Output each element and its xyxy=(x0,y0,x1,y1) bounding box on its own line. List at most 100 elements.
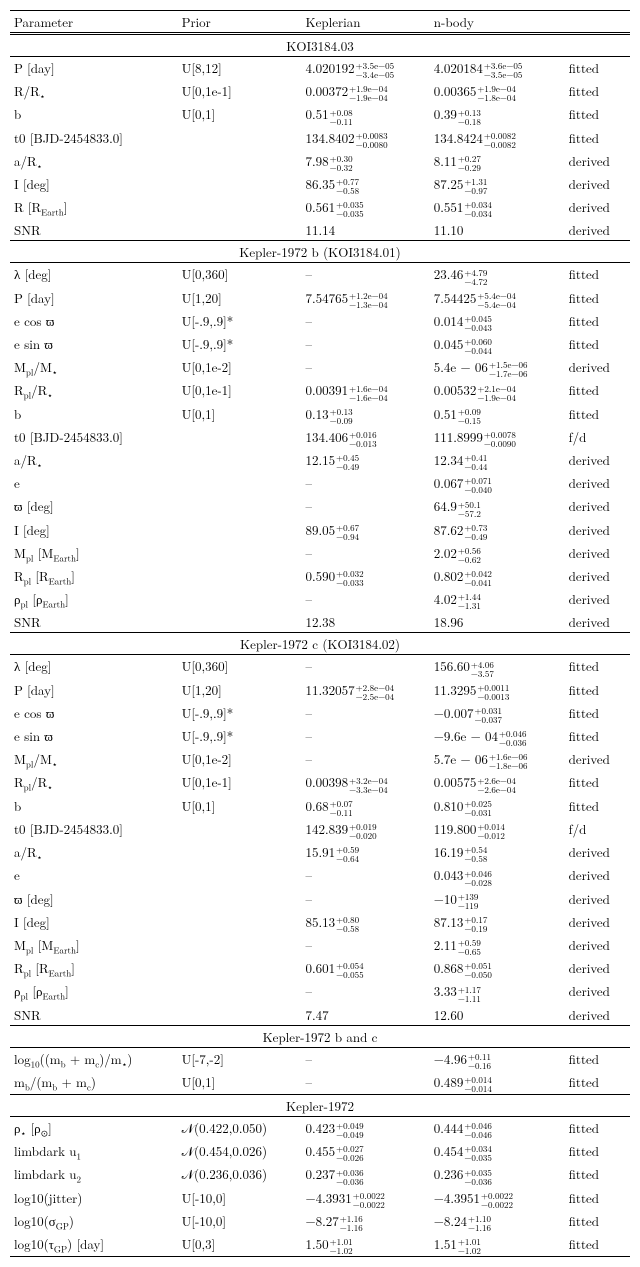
prior: U[-7,-2] xyxy=(178,1047,302,1071)
keplerian-value: 0.601+0.054−0.055 xyxy=(302,957,430,980)
prior xyxy=(178,519,302,542)
param-name: log10(τGP) [day] xyxy=(10,1233,178,1257)
fit-type: fitted xyxy=(565,333,630,356)
prior: U[-10,0] xyxy=(178,1187,302,1210)
keplerian-value: – xyxy=(302,472,430,495)
param-name: mb/(mb + mc) xyxy=(10,1071,178,1095)
fit-type: f/d xyxy=(565,426,630,449)
nbody-value: 5.7e − 06+1.6e−06−1.8e−06 xyxy=(430,748,565,771)
param-name: b xyxy=(10,403,178,426)
table-row: Rpl [REarth]0.590+0.032−0.0330.802+0.042… xyxy=(10,565,630,588)
nbody-value: −8.24+1.10−1.16 xyxy=(430,1210,565,1233)
fit-type: derived xyxy=(565,173,630,196)
prior xyxy=(178,449,302,472)
keplerian-value: – xyxy=(302,864,430,887)
param-name: a/R⋆ xyxy=(10,841,178,864)
table-row: R [REarth]0.561+0.035−0.0350.551+0.034−0… xyxy=(10,196,630,219)
table-row: t0 [BJD-2454833.0]134.406+0.016−0.013111… xyxy=(10,426,630,449)
prior xyxy=(178,565,302,588)
prior: U[0,3] xyxy=(178,1233,302,1257)
nbody-value: 111.8999+0.0078−0.0090 xyxy=(430,426,565,449)
keplerian-value: – xyxy=(302,1047,430,1071)
fit-type: fitted xyxy=(565,702,630,725)
fit-type: derived xyxy=(565,219,630,241)
keplerian-value: 0.13+0.13−0.09 xyxy=(302,403,430,426)
param-name: b xyxy=(10,103,178,126)
keplerian-value: 0.237+0.036−0.036 xyxy=(302,1163,430,1186)
fit-type: derived xyxy=(565,196,630,219)
fit-type: f/d xyxy=(565,818,630,841)
fit-type: fitted xyxy=(565,655,630,679)
table-row: Mpl [MEarth]–2.11+0.59−0.65derived xyxy=(10,934,630,957)
table-row: Rpl/R⋆U[0,1e-1]0.00391+1.6e−04−1.6e−040.… xyxy=(10,379,630,402)
param-name: SNR xyxy=(10,611,178,633)
table-row: a/R⋆12.15+0.45−0.4912.34+0.41−0.44derive… xyxy=(10,449,630,472)
fit-type: fitted xyxy=(565,1187,630,1210)
nbody-value: 0.067+0.071−0.040 xyxy=(430,472,565,495)
nbody-value: 1.51+1.01−1.02 xyxy=(430,1233,565,1257)
fit-type: derived xyxy=(565,565,630,588)
table-row: Mpl/M⋆U[0,1e-2]–5.4e − 06+1.5e−06−1.7e−0… xyxy=(10,356,630,379)
prior: U[0,1] xyxy=(178,403,302,426)
fit-type: fitted xyxy=(565,379,630,402)
param-name: e sin ϖ xyxy=(10,333,178,356)
keplerian-value: 89.05+0.67−0.94 xyxy=(302,519,430,542)
prior: U[0,1] xyxy=(178,103,302,126)
col-header: Keplerian xyxy=(302,11,430,34)
keplerian-value: 4.020192+3.5e−05−3.4e−05 xyxy=(302,57,430,81)
fit-type: derived xyxy=(565,957,630,980)
param-name: Mpl/M⋆ xyxy=(10,356,178,379)
prior: U[1,20] xyxy=(178,679,302,702)
nbody-value: 16.19+0.54−0.58 xyxy=(430,841,565,864)
table-row: I [deg]85.13+0.80−0.5887.13+0.17−0.19der… xyxy=(10,911,630,934)
table-row: mb/(mb + mc)U[0,1]–0.489+0.014−0.014fitt… xyxy=(10,1071,630,1095)
keplerian-value: – xyxy=(302,702,430,725)
prior xyxy=(178,173,302,196)
nbody-value: −10+139−119 xyxy=(430,888,565,911)
keplerian-value: – xyxy=(302,356,430,379)
keplerian-value: – xyxy=(302,263,430,287)
param-name: Rpl/R⋆ xyxy=(10,771,178,794)
param-name: I [deg] xyxy=(10,173,178,196)
keplerian-value: 86.35+0.77−0.58 xyxy=(302,173,430,196)
section-title: Kepler-1972 b (KOI3184.01) xyxy=(10,241,630,263)
prior xyxy=(178,911,302,934)
param-name: R [REarth] xyxy=(10,196,178,219)
param-name: ρ⋆ [ρ⊙] xyxy=(10,1116,178,1140)
keplerian-value: 142.839+0.019−0.020 xyxy=(302,818,430,841)
table-row: a/R⋆15.91+0.59−0.6416.19+0.54−0.58derive… xyxy=(10,841,630,864)
keplerian-value: 15.91+0.59−0.64 xyxy=(302,841,430,864)
table-row: e sin ϖU[-.9,.9]*–0.045+0.060−0.044fitte… xyxy=(10,333,630,356)
nbody-value: 0.810+0.025−0.031 xyxy=(430,795,565,818)
nbody-value: 0.489+0.014−0.014 xyxy=(430,1071,565,1095)
table-row: log10(σGP)U[-10,0]−8.27+1.16−1.16−8.24+1… xyxy=(10,1210,630,1233)
table-row: Rpl [REarth]0.601+0.054−0.0550.868+0.051… xyxy=(10,957,630,980)
param-name: ρpl [ρEarth] xyxy=(10,980,178,1003)
keplerian-value: 0.51+0.08−0.11 xyxy=(302,103,430,126)
param-name: λ [deg] xyxy=(10,263,178,287)
fit-type: fitted xyxy=(565,1210,630,1233)
prior: U[0,360] xyxy=(178,655,302,679)
keplerian-value: 85.13+0.80−0.58 xyxy=(302,911,430,934)
fit-type: derived xyxy=(565,495,630,518)
prior xyxy=(178,934,302,957)
prior xyxy=(178,495,302,518)
nbody-value: 23.46+4.79−4.72 xyxy=(430,263,565,287)
nbody-value: 0.39+0.13−0.18 xyxy=(430,103,565,126)
prior xyxy=(178,980,302,1003)
table-row: bU[0,1]0.51+0.08−0.110.39+0.13−0.18fitte… xyxy=(10,103,630,126)
keplerian-value: – xyxy=(302,333,430,356)
keplerian-value: – xyxy=(302,310,430,333)
nbody-value: 2.02+0.56−0.62 xyxy=(430,542,565,565)
keplerian-value: −8.27+1.16−1.16 xyxy=(302,1210,430,1233)
keplerian-value: – xyxy=(302,542,430,565)
prior xyxy=(178,818,302,841)
section-title: Kepler-1972 b and c xyxy=(10,1025,630,1047)
fit-type: derived xyxy=(565,1004,630,1026)
prior xyxy=(178,888,302,911)
prior: U[0,1e-1] xyxy=(178,771,302,794)
fit-type: fitted xyxy=(565,771,630,794)
table-row: ρpl [ρEarth]–3.33+1.17−1.11derived xyxy=(10,980,630,1003)
keplerian-value: 1.50+1.01−1.02 xyxy=(302,1233,430,1257)
prior: U[1,20] xyxy=(178,287,302,310)
